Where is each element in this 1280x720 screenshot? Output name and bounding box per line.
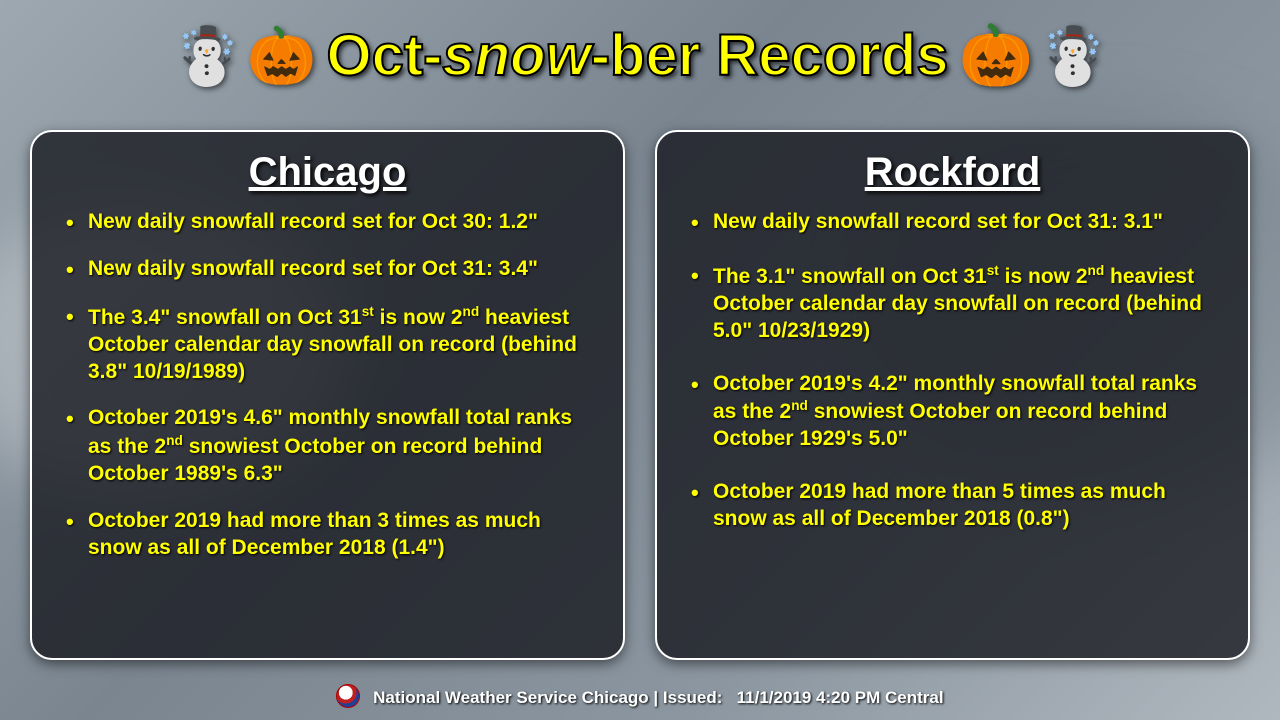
list-item: New daily snowfall record set for Oct 31… — [685, 209, 1220, 236]
bullet-list: New daily snowfall record set for Oct 31… — [685, 209, 1220, 533]
page-title: Oct-snow-ber Records — [327, 22, 949, 89]
list-item: October 2019 had more than 3 times as mu… — [60, 508, 595, 562]
list-item: October 2019's 4.6" monthly snowfall tot… — [60, 405, 595, 488]
list-item: New daily snowfall record set for Oct 31… — [60, 256, 595, 283]
panel-chicago: Chicago New daily snowfall record set fo… — [30, 130, 625, 660]
pumpkin-icon: 🎃 — [247, 23, 317, 89]
snowman-icon: ☃️ — [1038, 23, 1108, 89]
title-row: ☃️ 🎃 Oct-snow-ber Records 🎃 ☃️ — [0, 20, 1280, 91]
list-item: The 3.4" snowfall on Oct 31st is now 2nd… — [60, 303, 595, 386]
list-item: October 2019 had more than 5 times as mu… — [685, 479, 1220, 533]
panel-heading: Chicago — [60, 150, 595, 195]
list-item: October 2019's 4.2" monthly snowfall tot… — [685, 371, 1220, 454]
footer: National Weather Service Chicago | Issue… — [0, 684, 1280, 708]
title-icons-right: 🎃 ☃️ — [959, 20, 1108, 91]
list-item: The 3.1" snowfall on Oct 31st is now 2nd… — [685, 262, 1220, 345]
panels-container: Chicago New daily snowfall record set fo… — [30, 130, 1250, 660]
list-item: New daily snowfall record set for Oct 30… — [60, 209, 595, 236]
footer-issued-value — [727, 688, 732, 707]
footer-sep: | — [653, 688, 662, 707]
panel-rockford: Rockford New daily snowfall record set f… — [655, 130, 1250, 660]
title-icons-left: ☃️ 🎃 — [172, 23, 316, 89]
footer-issued: 11/1/2019 4:20 PM Central — [737, 688, 944, 707]
nws-logo-icon — [336, 684, 360, 708]
footer-issued-label: Issued: — [663, 688, 723, 707]
scarecrow-icon: 🎃 — [959, 20, 1034, 91]
bullet-list: New daily snowfall record set for Oct 30… — [60, 209, 595, 562]
footer-org: National Weather Service Chicago — [373, 688, 649, 707]
snowman-icon: ☃️ — [172, 23, 242, 89]
panel-heading: Rockford — [685, 150, 1220, 195]
